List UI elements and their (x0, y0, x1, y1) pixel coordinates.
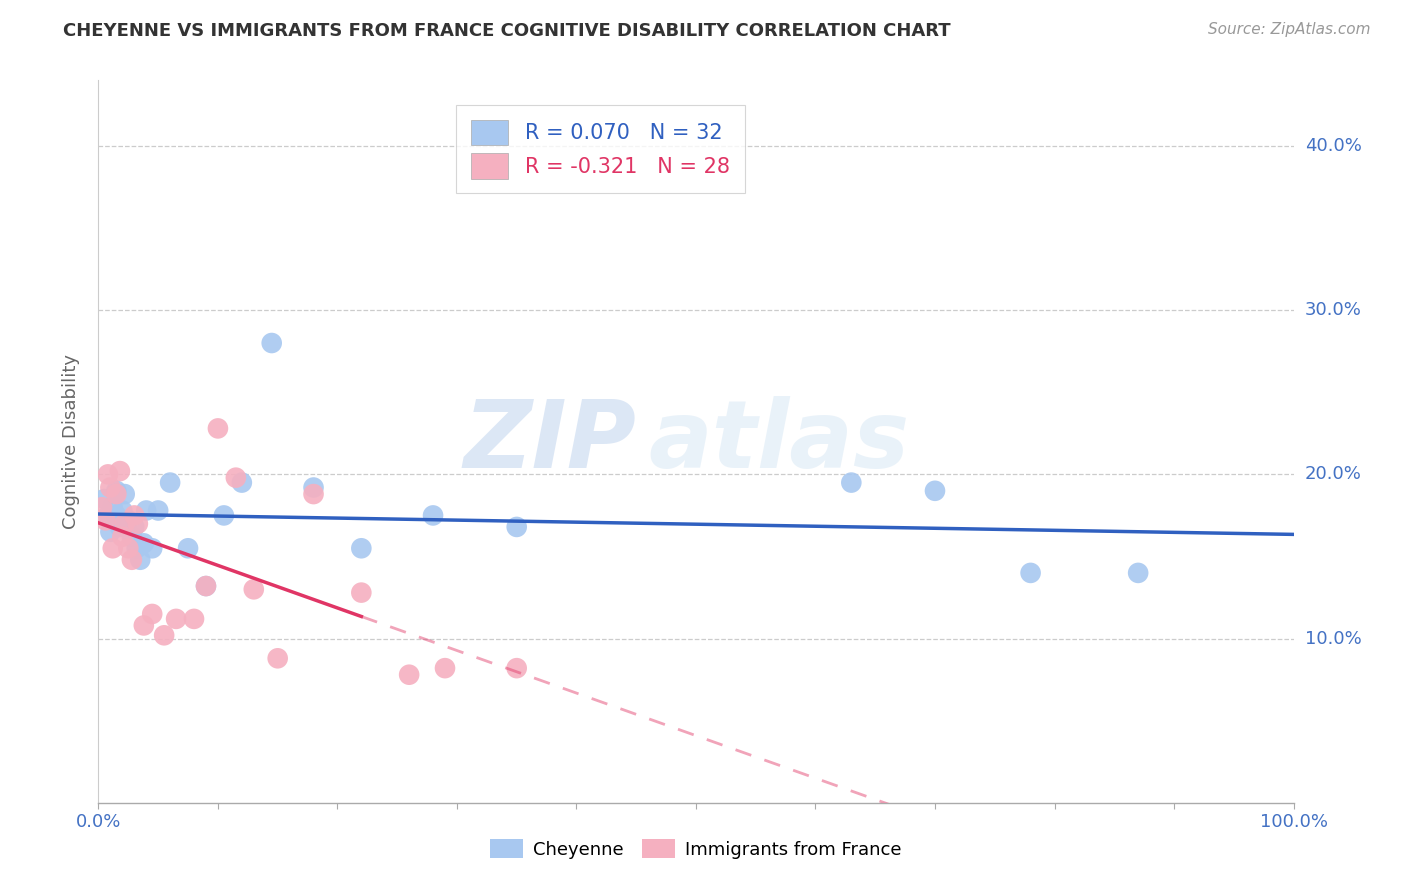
Point (1019, 566, 1042, 580)
Point (212, 508, 235, 523)
Point (195, 579, 218, 593)
Point (260, 336, 283, 351)
Point (350, 541, 373, 556)
Point (97, 467, 120, 482)
Point (108, 464, 131, 478)
Point (114, 516, 136, 531)
Point (148, 503, 170, 517)
Point (267, 651, 290, 665)
Point (132, 618, 155, 632)
Point (117, 513, 139, 527)
Point (183, 612, 205, 626)
Point (434, 661, 457, 675)
Point (125, 541, 148, 556)
Point (97, 508, 120, 523)
Text: ZIP: ZIP (464, 395, 637, 488)
Point (924, 483, 946, 498)
Text: 30.0%: 30.0% (1305, 301, 1361, 319)
Point (101, 500, 124, 515)
Point (101, 541, 124, 556)
Text: atlas: atlas (648, 395, 910, 488)
Point (398, 667, 420, 681)
Point (422, 508, 444, 523)
Point (105, 487, 128, 501)
Point (141, 607, 163, 621)
Point (243, 582, 266, 597)
Point (91, 500, 114, 515)
Point (105, 483, 128, 498)
Point (114, 487, 136, 501)
Point (105, 508, 128, 523)
Point (98, 481, 122, 495)
Point (141, 541, 163, 556)
Text: 20.0%: 20.0% (1305, 466, 1361, 483)
Point (207, 421, 229, 435)
Point (153, 628, 176, 642)
Text: CHEYENNE VS IMMIGRANTS FROM FRANCE COGNITIVE DISABILITY CORRELATION CHART: CHEYENNE VS IMMIGRANTS FROM FRANCE COGNI… (63, 22, 950, 40)
Point (94, 513, 117, 527)
Point (165, 612, 187, 626)
Point (93, 491, 115, 506)
Point (127, 516, 149, 531)
Point (841, 475, 863, 490)
Point (177, 541, 200, 556)
Point (132, 536, 155, 550)
Point (98, 524, 122, 539)
Point (121, 530, 143, 544)
Point (124, 508, 146, 523)
Point (302, 487, 325, 501)
Point (117, 541, 139, 556)
Point (195, 579, 218, 593)
Point (108, 520, 131, 534)
Point (1128, 566, 1150, 580)
Point (506, 661, 529, 675)
Point (159, 475, 181, 490)
Point (135, 503, 157, 517)
Text: 10.0%: 10.0% (1305, 630, 1361, 648)
Point (506, 520, 529, 534)
Point (111, 503, 134, 517)
Text: 40.0%: 40.0% (1305, 137, 1361, 155)
Point (225, 470, 247, 484)
Point (231, 475, 253, 490)
Point (129, 553, 152, 567)
Point (111, 530, 134, 544)
Y-axis label: Cognitive Disability: Cognitive Disability (62, 354, 80, 529)
Point (350, 585, 373, 599)
Text: Source: ZipAtlas.com: Source: ZipAtlas.com (1208, 22, 1371, 37)
Point (124, 520, 146, 534)
Point (302, 481, 325, 495)
Point (121, 553, 143, 567)
Legend: Cheyenne, Immigrants from France: Cheyenne, Immigrants from France (482, 832, 910, 866)
